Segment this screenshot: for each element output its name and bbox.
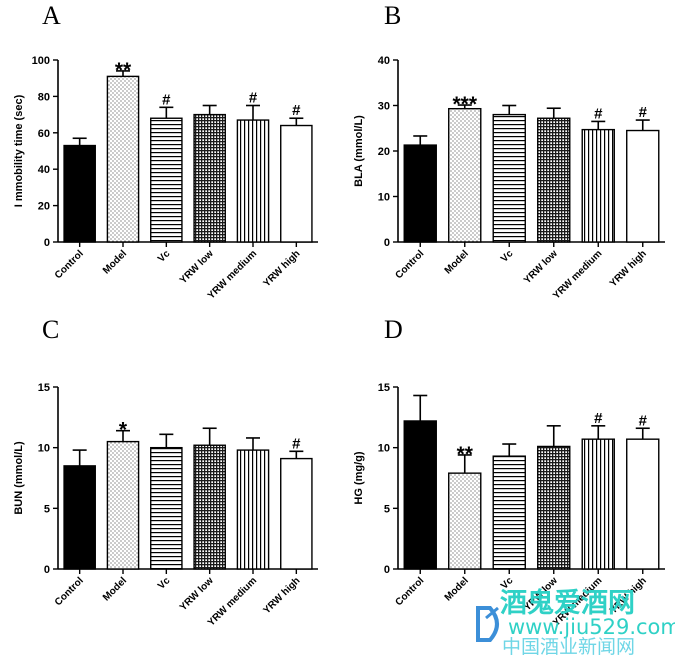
y-tick-label: 30: [378, 101, 390, 113]
panel-letter: C: [42, 315, 59, 344]
bar-yrw-high: [626, 438, 660, 570]
bar-control: [63, 144, 96, 243]
category-label: YRW high: [608, 248, 649, 289]
category-label: Model: [101, 575, 129, 603]
y-tick-label: 5: [44, 503, 50, 515]
y-axis-label: HG (mg/g): [353, 451, 365, 504]
bar-yrw-low: [193, 444, 226, 570]
category-label: Model: [101, 248, 129, 276]
category-label: Control: [393, 248, 426, 281]
bar-vc: [150, 117, 183, 243]
y-tick-label: 20: [378, 146, 390, 158]
bar-yrw-high: [280, 124, 313, 243]
y-tick-label: 10: [38, 443, 50, 455]
significance-marker: #: [639, 412, 648, 429]
category-label: Control: [53, 575, 86, 608]
bar-vc: [492, 113, 526, 243]
bar-yrw-low: [537, 117, 571, 243]
y-tick-label: 10: [378, 443, 390, 455]
bar-model: [106, 75, 140, 243]
y-tick-label: 100: [32, 55, 50, 67]
category-label: Model: [443, 248, 471, 276]
category-label: Vc: [156, 248, 173, 265]
watermark-subtitle: 中国酒业新闻网: [502, 636, 635, 655]
chart-panel-b: B BLA (mmol/L) 0 10 20 30 40 Control Model *** Vc Y…: [353, 1, 665, 302]
significance-marker: **: [115, 59, 132, 82]
watermark-url: www.jiu529.com: [508, 615, 675, 639]
bar-control: [403, 144, 437, 243]
significance-marker: ***: [452, 93, 477, 116]
bar-model: [448, 107, 482, 243]
bar-yrw-medium: [236, 119, 270, 243]
bar-yrw-medium: [581, 438, 615, 570]
significance-marker: #: [162, 91, 171, 108]
y-tick-label: 60: [38, 128, 50, 140]
chart-panel-a: A I mmobility time (sec) 0 20 40 60 80 100 Contr…: [13, 1, 318, 302]
category-label: YRW high: [261, 575, 302, 616]
y-tick-label: 40: [378, 55, 390, 67]
bar-yrw-low: [537, 445, 571, 570]
bar-model: [106, 440, 140, 570]
bar-vc: [150, 446, 183, 570]
y-tick-label: 0: [384, 237, 390, 249]
y-axis-label: BLA (mmol/L): [353, 115, 365, 187]
panel-letter: B: [384, 1, 401, 30]
significance-marker: #: [594, 410, 603, 427]
category-label: YRW low: [178, 248, 216, 286]
y-tick-label: 0: [384, 564, 390, 576]
panel-letter: A: [42, 1, 61, 30]
bar-control: [63, 465, 96, 570]
bar-yrw-medium: [236, 449, 270, 570]
significance-marker: #: [639, 104, 648, 121]
watermark: 酒鬼爱酒网 www.jiu529.com 中国酒业新闻网: [476, 587, 675, 655]
category-label: Model: [443, 575, 471, 603]
significance-marker: #: [292, 102, 301, 119]
y-tick-label: 15: [38, 382, 50, 394]
significance-marker: **: [457, 443, 474, 466]
y-axis-label: I mmobility time (sec): [13, 94, 25, 207]
category-label: YRW high: [261, 248, 302, 289]
significance-marker: #: [594, 105, 603, 122]
category-label: Vc: [156, 575, 173, 592]
bar-yrw-high: [626, 129, 660, 243]
watermark-title: 酒鬼爱酒网: [500, 587, 635, 619]
category-label: YRW low: [522, 248, 560, 286]
y-tick-label: 20: [38, 201, 50, 213]
category-label: YRW low: [178, 575, 216, 613]
y-tick-label: 40: [38, 164, 50, 176]
y-tick-label: 0: [44, 237, 50, 249]
category-label: Vc: [499, 248, 516, 265]
bar-yrw-high: [280, 457, 313, 570]
y-tick-label: 5: [384, 503, 390, 515]
y-tick-label: 80: [38, 91, 50, 103]
panels: AI mmobility time (sec)020406080100Contr…: [13, 1, 665, 629]
chart-panel-c: C BUN (mmol/L) 0 5 10 15 Control Model * Vc YRW lo…: [13, 315, 318, 629]
y-axis-label: BUN (mmol/L): [13, 441, 25, 515]
category-label: Control: [393, 575, 426, 608]
bar-yrw-medium: [581, 128, 615, 243]
panel-letter: D: [384, 315, 403, 344]
category-label: Control: [53, 248, 86, 281]
y-tick-label: 0: [44, 564, 50, 576]
significance-marker: *: [119, 419, 128, 442]
watermark-logo: [476, 606, 499, 642]
bar-control: [403, 420, 437, 570]
y-tick-label: 15: [378, 382, 390, 394]
bar-vc: [492, 455, 526, 570]
significance-marker: #: [249, 90, 258, 107]
bar-model: [448, 472, 482, 570]
significance-marker: #: [292, 435, 301, 452]
y-tick-label: 10: [378, 192, 390, 204]
bar-yrw-low: [193, 113, 226, 243]
